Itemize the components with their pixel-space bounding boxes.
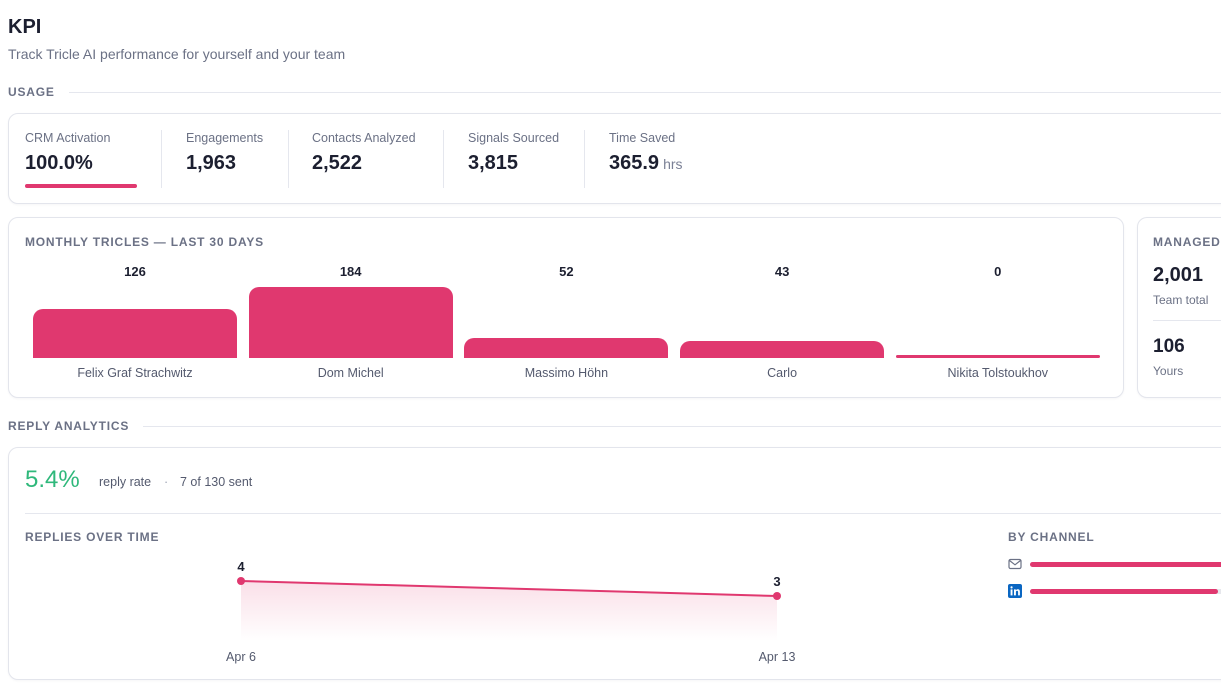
page-title: KPI <box>8 16 42 38</box>
x-tick-label: Apr 6 <box>226 650 256 664</box>
reply-sent-count: 7 of 130 sent <box>180 475 253 489</box>
monthly-tricles-card: MONTHLY TRICLES — LAST 30 DAYS 126 Felix … <box>8 217 1124 398</box>
channel-linkedin-bar <box>1030 589 1221 594</box>
bar <box>33 309 237 358</box>
stat-value: 3,815 <box>468 152 519 174</box>
managed-team-total-label: Team total <box>1153 293 1209 307</box>
stat-divider <box>288 130 289 188</box>
managed-team-total-value: 2,001 <box>1153 264 1204 286</box>
stat-value: 1,963 <box>186 152 237 174</box>
bar-column: 184 Dom Michel <box>248 218 453 398</box>
by-channel-title: BY CHANNEL <box>1008 530 1095 544</box>
stat-value: 100.0% <box>25 152 93 174</box>
stat-label: Time Saved <box>609 131 676 145</box>
bar-value-label: 0 <box>994 264 1002 279</box>
section-divider <box>68 91 1221 93</box>
bar-category-label: Carlo <box>767 366 798 380</box>
bar-category-label: Nikita Tolstoukhov <box>947 366 1049 380</box>
reply-rate-value: 5.4% <box>25 466 80 493</box>
bar <box>680 341 885 358</box>
channel-linkedin-fill <box>1030 589 1218 594</box>
bar-category-label: Dom Michel <box>317 366 384 380</box>
bar-value-label: 43 <box>774 264 790 279</box>
bar-value-label: 52 <box>559 264 574 279</box>
stat-unit: hrs <box>663 156 683 172</box>
replies-over-time-title: REPLIES OVER TIME <box>25 530 160 544</box>
data-label: 3 <box>773 574 780 589</box>
section-divider <box>143 425 1221 427</box>
stat-divider <box>161 130 162 188</box>
linkedin-icon <box>1008 584 1022 598</box>
monthly-tricles-title: MONTHLY TRICLES — LAST 30 DAYS <box>25 235 264 249</box>
page-subtitle: Track Tricle AI performance for yourself… <box>8 46 346 62</box>
bar <box>464 337 669 358</box>
reply-divider <box>25 513 1221 514</box>
data-point <box>237 577 245 585</box>
usage-card: CRM Activation 100.0% Engagements 1,963 … <box>8 113 1221 204</box>
stat-label: Contacts Analyzed <box>312 131 416 145</box>
stat-divider <box>584 130 585 188</box>
reply-analytics-section-header: REPLY ANALYTICS <box>8 419 1221 433</box>
series-line <box>240 580 778 597</box>
bar-category-label: Felix Graf Strachwitz <box>77 366 193 380</box>
bar <box>248 287 453 358</box>
stat-divider <box>443 130 444 188</box>
managed-divider <box>1153 320 1221 321</box>
bar-value-label: 184 <box>339 264 362 279</box>
stat-label: CRM Activation <box>25 131 111 145</box>
bar <box>895 355 1100 358</box>
bar-column: 0 Nikita Tolstoukhov <box>895 218 1100 398</box>
bar-value-label: 126 <box>124 264 146 279</box>
replies-over-time-chart: 4 Apr 6 3 Apr 13 <box>226 559 796 664</box>
bar-category-label: Massimo Höhn <box>524 366 609 380</box>
channel-email-fill <box>1030 562 1221 567</box>
data-label: 4 <box>237 559 245 574</box>
managed-yours-value: 106 <box>1153 336 1185 357</box>
stat-value: 365.9 hrs <box>609 152 683 174</box>
reply-rate-label: reply rate <box>99 475 152 489</box>
bar-column: 52 Massimo Höhn <box>464 218 669 398</box>
stat-value: 2,522 <box>312 152 363 174</box>
line-area-fill <box>241 581 777 641</box>
usage-section-header: USAGE <box>8 85 1221 99</box>
managed-title: MANAGED <box>1153 235 1221 249</box>
usage-section-title: USAGE <box>8 85 55 99</box>
data-point <box>773 592 781 600</box>
x-tick-label: Apr 13 <box>759 650 796 664</box>
managed-yours-label: Yours <box>1153 364 1184 378</box>
reply-separator: · <box>164 475 169 489</box>
bar-column: 43 Carlo <box>680 218 885 398</box>
stat-label: Engagements <box>186 131 264 145</box>
mail-icon <box>1008 558 1022 570</box>
reply-analytics-section-title: REPLY ANALYTICS <box>8 419 130 433</box>
stat-label: Signals Sourced <box>468 131 560 145</box>
crm-activation-progress-bar <box>25 184 137 188</box>
reply-analytics-card: 5.4% reply rate · 7 of 130 sent REPLIES … <box>8 447 1221 680</box>
bar-column: 126 Felix Graf Strachwitz <box>33 218 237 398</box>
managed-card: MANAGED 2,001 Team total 106 Yours <box>1137 217 1221 398</box>
channel-email-bar <box>1030 562 1221 567</box>
